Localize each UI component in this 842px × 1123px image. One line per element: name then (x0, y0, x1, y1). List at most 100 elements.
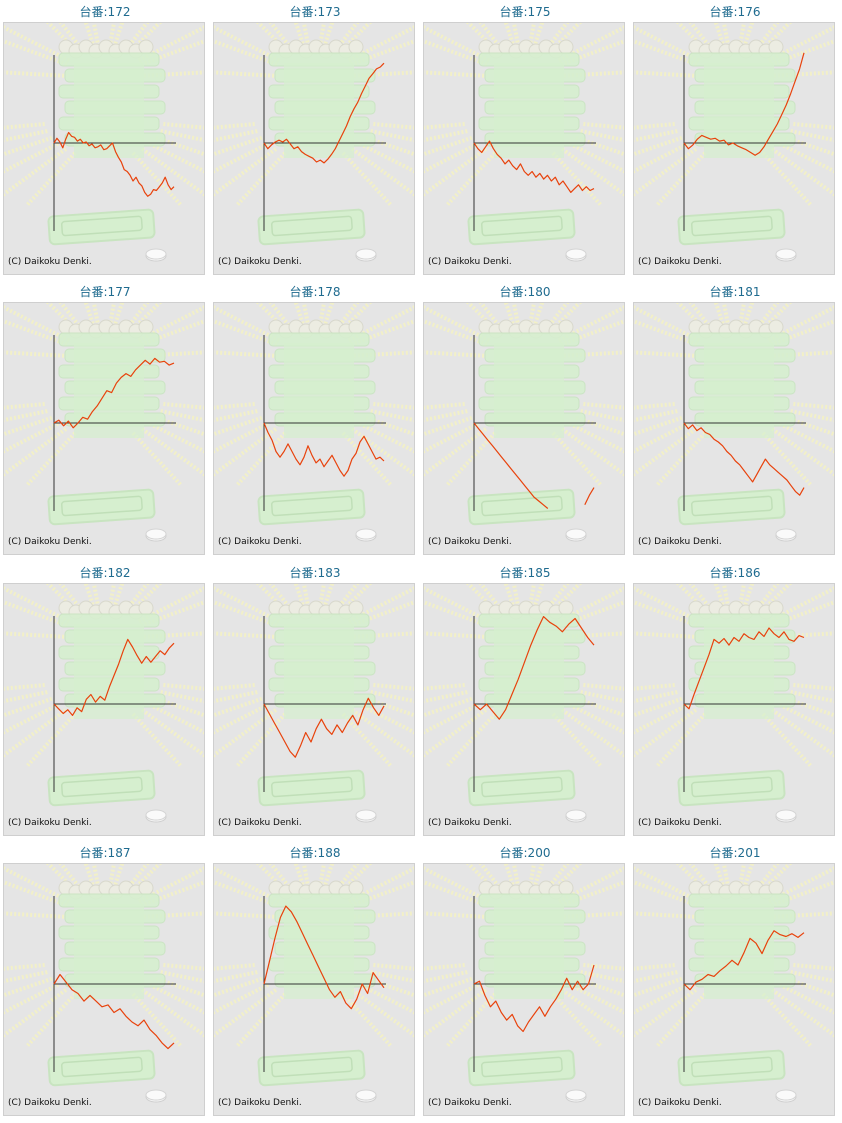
sunburst-ray (318, 23, 327, 43)
coin-icon (355, 528, 377, 540)
bottom-tray-inner (480, 215, 563, 237)
sunburst-ray (341, 151, 393, 207)
sunburst-ray (634, 866, 701, 904)
sunburst-ray (235, 712, 287, 768)
sunburst-ray (549, 584, 583, 614)
sunburst-ray (163, 962, 204, 971)
sunburst-ray (545, 864, 570, 891)
sunburst-ray (214, 350, 275, 358)
sunburst-ray (131, 151, 183, 207)
copyright-text: (C) Daikoku Denki. (218, 257, 302, 267)
sunburst-ray (759, 584, 793, 614)
sunburst-ray (545, 303, 570, 330)
machine-number-label[interactable]: 台番:178 (289, 285, 341, 299)
sunburst-ray (713, 23, 725, 45)
machine-body (74, 624, 144, 719)
sunburst-ray (634, 415, 683, 437)
sunburst-ray (268, 23, 293, 50)
sunburst-ray (793, 121, 834, 130)
machine-number-label[interactable]: 台番:187 (79, 846, 131, 860)
sunburst-ray (721, 864, 730, 884)
sunburst-ray (339, 23, 373, 53)
sunburst-ray (83, 584, 95, 606)
sunburst-ray (738, 864, 747, 884)
sunburst-ray (634, 976, 683, 998)
graph-svg (4, 23, 204, 262)
coin-icon (145, 528, 167, 540)
graph-svg (214, 584, 414, 823)
payout-line (263, 62, 385, 164)
coin-icon (145, 248, 167, 260)
sunburst-ray (424, 147, 488, 197)
sunburst-ray (4, 690, 48, 704)
machine-number-label[interactable]: 台番:173 (289, 5, 341, 19)
sunburst-ray (790, 970, 834, 984)
sunburst-ray (743, 303, 755, 325)
sunburst-ray (4, 976, 53, 998)
machine-number-label[interactable]: 台番:181 (709, 285, 761, 299)
bottom-tray (467, 1049, 576, 1087)
payout-line (473, 140, 595, 193)
machine-graph-card: 台番:180 (C) Daikoku Denki. (420, 280, 630, 560)
machine-number-label[interactable]: 台番:176 (709, 5, 761, 19)
machine-number-label[interactable]: 台番:180 (499, 285, 551, 299)
sunburst-ray (528, 303, 537, 323)
bottom-tray-inner (270, 776, 353, 798)
sunburst-ray (235, 151, 287, 207)
machine-number-label[interactable]: 台番:182 (79, 566, 131, 580)
sunburst-ray (350, 988, 414, 1038)
sunburst-ray (551, 151, 603, 207)
machine-body (494, 63, 564, 158)
graph-frame: (C) Daikoku Denki. (423, 583, 625, 836)
machine-number-label[interactable]: 台番:183 (289, 566, 341, 580)
machine-illustration (4, 23, 204, 262)
payout-line (53, 638, 175, 716)
sunburst-ray (634, 600, 698, 628)
sunburst-ray (214, 586, 281, 624)
sunburst-ray (761, 992, 813, 1048)
sunburst-ray (4, 350, 65, 358)
copyright-text: (C) Daikoku Denki. (8, 818, 92, 828)
sunburst-ray (634, 350, 695, 358)
sunburst-ray (503, 864, 515, 886)
sunburst-ray (91, 303, 100, 323)
sunburst-ray (341, 992, 393, 1048)
sunburst-ray (770, 427, 834, 477)
graph-frame: (C) Daikoku Denki. (633, 22, 835, 275)
sunburst-ray (767, 25, 834, 63)
sunburst-ray (465, 303, 499, 333)
machine-illustration (214, 23, 414, 262)
graph-svg (424, 584, 624, 823)
machine-number-label[interactable]: 台番:175 (499, 5, 551, 19)
sunburst-ray (634, 586, 701, 624)
sunburst-ray (503, 584, 515, 606)
machine-number-label[interactable]: 台番:201 (709, 846, 761, 860)
machine-number-label[interactable]: 台番:177 (79, 285, 131, 299)
sunburst-ray (785, 696, 834, 718)
sunburst-ray (347, 866, 414, 904)
sunburst-ray (793, 682, 834, 691)
graph-frame: (C) Daikoku Denki. (3, 22, 205, 275)
sunburst-ray (268, 303, 293, 330)
machine-number-label[interactable]: 台番:200 (499, 846, 551, 860)
machine-number-label[interactable]: 台番:188 (289, 846, 341, 860)
bottom-tray-inner (60, 215, 143, 237)
sunburst-ray (214, 911, 275, 919)
copyright-text: (C) Daikoku Denki. (428, 257, 512, 267)
coin-icon (565, 528, 587, 540)
sunburst-ray (113, 23, 125, 45)
sunburst-ray (713, 864, 725, 886)
sunburst-ray (155, 696, 204, 718)
machine-number-label[interactable]: 台番:172 (79, 5, 131, 19)
machine-number-label[interactable]: 台番:185 (499, 566, 551, 580)
sunburst-ray (214, 147, 278, 197)
sunburst-ray (113, 303, 125, 325)
sunburst-ray (424, 600, 488, 628)
sunburst-ray (790, 690, 834, 704)
sunburst-ray (214, 962, 255, 971)
machine-number-label[interactable]: 台番:186 (709, 566, 761, 580)
sunburst-ray (533, 864, 545, 886)
coin-shape (768, 600, 784, 616)
sunburst-ray (634, 147, 698, 197)
